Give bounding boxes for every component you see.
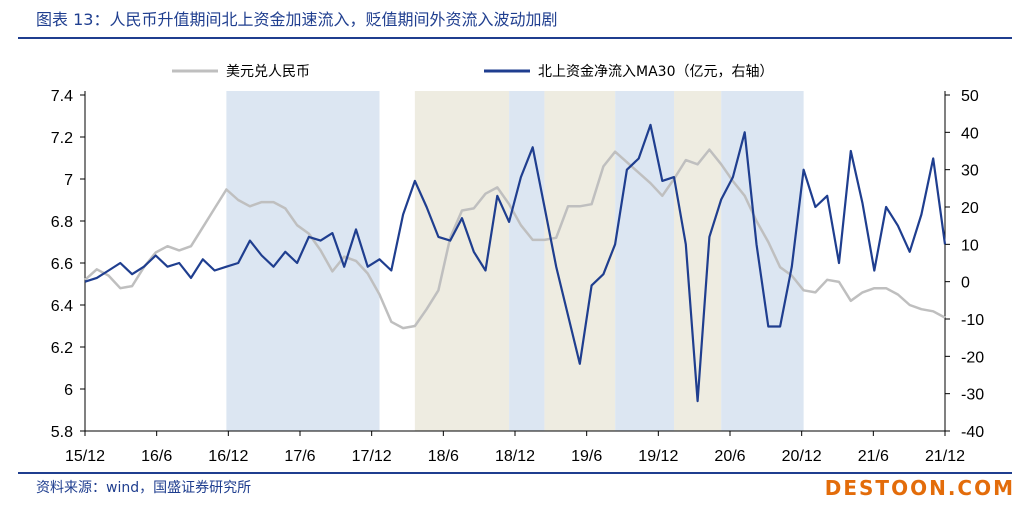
left-tick-label: 6.2 <box>51 340 73 357</box>
series-line-cny <box>84 148 946 330</box>
legend-label-flow: 北上资金净流入MA30（亿元，右轴） <box>538 64 773 80</box>
right-tick-label: -40 <box>961 424 984 441</box>
legend-label-cny: 美元兑人民币 <box>226 64 310 80</box>
axis-ticks: 7.4 7.2 7 6.8 6.6 6.4 6.2 6 5.8 50 40 30 20 10 0 -10 -20… <box>51 88 984 465</box>
series-lines <box>84 123 947 403</box>
shaded-period-appreciation <box>615 91 675 431</box>
x-tick-label: 18/12 <box>495 448 535 465</box>
left-tick-label: 6.4 <box>51 298 73 315</box>
right-tick-label: 30 <box>961 163 979 180</box>
x-tick-label: 19/12 <box>638 448 678 465</box>
right-tick-label: 0 <box>961 275 970 292</box>
left-tick-label: 6.8 <box>51 214 73 231</box>
x-tick-label: 21/6 <box>858 448 889 465</box>
legend: 美元兑人民币 北上资金净流入MA30（亿元，右轴） <box>172 64 773 80</box>
x-tick-label: 21/12 <box>925 448 965 465</box>
left-tick-label: 6.6 <box>51 256 73 273</box>
source-note: 资料来源：wind，国盛证券研究所 <box>36 480 252 496</box>
shaded-periods <box>226 91 804 431</box>
right-tick-label: -10 <box>961 312 984 329</box>
left-tick-label: 7.2 <box>51 130 73 147</box>
right-tick-label: 40 <box>961 125 979 142</box>
shaded-period-depreciation <box>544 91 616 431</box>
right-tick-label: -20 <box>961 349 984 366</box>
x-tick-label: 15/12 <box>65 448 105 465</box>
figure-title: 图表 13：人民币升值期间北上资金加速流入，贬值期间外资流入波动加剧 <box>36 10 558 29</box>
shaded-period-appreciation <box>509 91 545 431</box>
footer-rule <box>18 472 1012 474</box>
right-tick-label: 10 <box>961 237 979 254</box>
shaded-period-depreciation <box>674 91 722 431</box>
left-tick-label: 7 <box>64 172 73 189</box>
x-tick-label: 16/12 <box>208 448 248 465</box>
left-tick-label: 5.8 <box>51 424 73 441</box>
right-tick-label: -30 <box>961 387 984 404</box>
x-tick-label: 17/12 <box>352 448 392 465</box>
x-tick-label: 18/6 <box>428 448 459 465</box>
left-tick-label: 7.4 <box>51 88 73 105</box>
shaded-period-appreciation <box>721 91 804 431</box>
title-rule <box>18 37 1012 39</box>
series-line-northbound-flow <box>84 123 947 403</box>
x-tick-label: 19/6 <box>571 448 602 465</box>
shaded-period-depreciation <box>414 91 510 431</box>
x-tick-label: 20/6 <box>714 448 745 465</box>
right-tick-label: 20 <box>961 200 979 217</box>
right-tick-label: 50 <box>961 88 979 105</box>
left-tick-label: 6 <box>64 382 73 399</box>
x-tick-label: 17/6 <box>284 448 315 465</box>
x-tick-label: 16/6 <box>141 448 172 465</box>
watermark-logo: DESTOON.COM <box>824 476 1015 500</box>
x-tick-label: 20/12 <box>782 448 822 465</box>
